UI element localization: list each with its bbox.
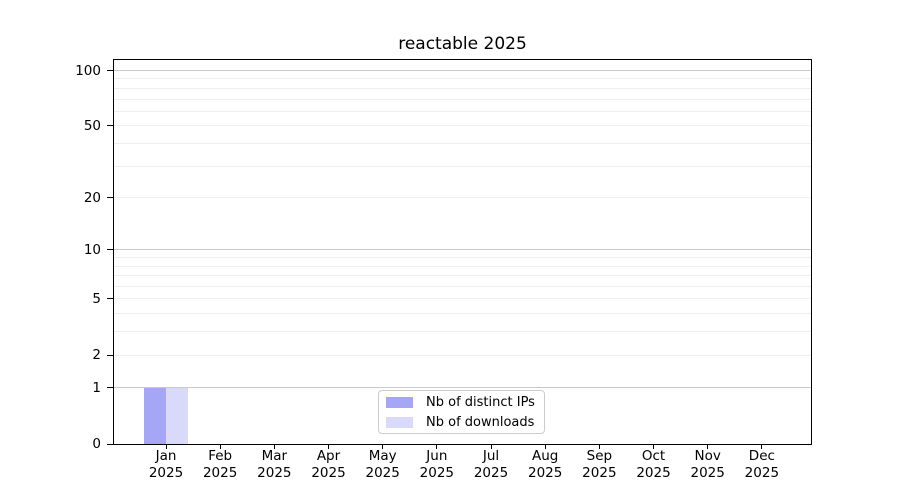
x-axis-tick <box>165 444 167 449</box>
x-axis-tick <box>490 444 492 449</box>
x-axis-tick <box>653 444 655 449</box>
legend-item-downloads: Nb of downloads <box>386 415 537 430</box>
y-axis-tick <box>107 125 113 127</box>
x-axis-tick <box>707 444 709 449</box>
plot-area <box>113 59 812 445</box>
x-axis-tick <box>328 444 329 449</box>
minor-gridline <box>114 165 811 167</box>
x-axis-tick <box>544 444 546 449</box>
minor-gridline <box>114 265 811 267</box>
legend-label-downloads: Nb of downloads <box>426 414 535 430</box>
x-axis-tick <box>598 444 600 449</box>
legend-swatch-distinct-ips <box>386 396 413 408</box>
bar-distinct-ips <box>144 387 166 444</box>
y-axis-tick <box>107 387 113 389</box>
legend-label-distinct-ips: Nb of distinct IPs <box>426 394 535 410</box>
legend-swatch-downloads <box>386 416 413 428</box>
x-axis-tick-label: Sep 2025 <box>582 448 617 481</box>
x-axis-tick <box>273 444 275 449</box>
y-axis-tick <box>107 70 113 71</box>
x-axis-tick <box>436 444 438 449</box>
chart-title: reactable 2025 <box>398 34 527 54</box>
y-axis-tick <box>107 443 113 445</box>
x-axis-tick <box>382 444 384 449</box>
minor-gridline <box>114 110 811 112</box>
minor-gridline <box>114 87 811 89</box>
minor-gridline <box>114 197 811 199</box>
legend-item-distinct-ips: Nb of distinct IPs <box>386 395 537 410</box>
x-axis-tick-label: Apr 2025 <box>311 448 346 481</box>
x-axis-tick-label: Nov 2025 <box>690 448 725 481</box>
x-axis-tick-label: Jan 2025 <box>148 448 184 481</box>
bar-downloads <box>166 387 188 444</box>
y-axis-tick-label: 2 <box>92 347 101 364</box>
y-axis-tick-label: 10 <box>83 241 101 258</box>
major-gridline <box>114 70 811 71</box>
y-axis-tick <box>107 249 113 251</box>
x-axis-tick-label: Feb 2025 <box>202 448 238 481</box>
minor-gridline <box>114 78 811 80</box>
y-axis-tick-label: 100 <box>75 62 101 79</box>
x-axis-tick <box>761 444 763 449</box>
minor-gridline <box>114 298 811 300</box>
y-axis-tick-label: 0 <box>92 436 101 452</box>
x-axis-tick-label: Dec 2025 <box>744 448 780 481</box>
x-axis-tick-label: May 2025 <box>365 448 400 481</box>
y-axis-tick-label: 20 <box>83 189 101 206</box>
y-axis-tick <box>107 298 113 300</box>
major-gridline <box>114 249 811 251</box>
x-axis-tick-label: Mar 2025 <box>257 448 292 481</box>
legend: Nb of distinct IPs Nb of downloads <box>378 390 545 434</box>
minor-gridline <box>114 125 811 127</box>
minor-gridline <box>114 313 811 315</box>
x-axis-tick-label: Jun 2025 <box>419 448 455 481</box>
x-axis-tick-label: Jul 2025 <box>473 448 509 481</box>
minor-gridline <box>114 98 811 100</box>
minor-gridline <box>114 275 811 277</box>
minor-gridline <box>114 257 811 259</box>
minor-gridline <box>114 286 811 288</box>
minor-gridline <box>114 331 811 333</box>
minor-gridline <box>114 142 811 144</box>
major-gridline <box>114 387 811 389</box>
y-axis-tick <box>107 197 113 199</box>
y-axis-tick-label: 1 <box>92 379 101 396</box>
x-axis-tick-label: Aug 2025 <box>528 448 563 481</box>
x-axis-tick-label: Oct 2025 <box>636 448 671 481</box>
plot-inner <box>114 60 811 444</box>
y-axis-tick <box>107 354 113 356</box>
x-axis-tick <box>219 444 221 449</box>
y-axis-tick-label: 5 <box>92 290 101 307</box>
minor-gridline <box>114 354 811 356</box>
y-axis-tick-label: 50 <box>83 117 101 134</box>
